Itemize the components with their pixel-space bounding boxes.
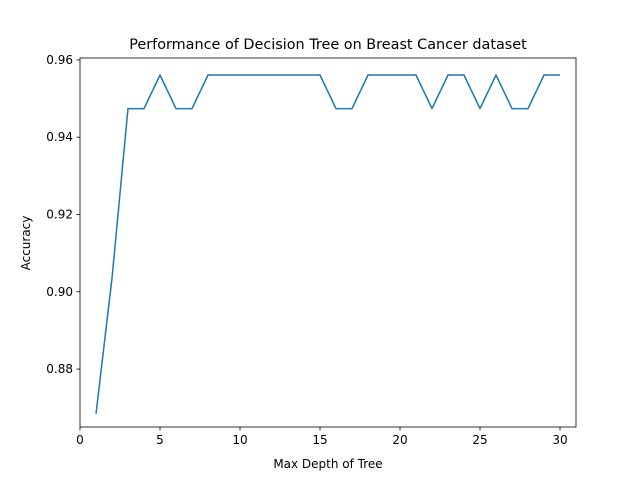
x-tick-label: 25 bbox=[472, 433, 487, 447]
y-tick-label: 0.94 bbox=[46, 130, 73, 144]
y-tick-label: 0.96 bbox=[46, 53, 73, 67]
x-tick-label: 10 bbox=[232, 433, 247, 447]
y-tick-label: 0.92 bbox=[46, 207, 73, 221]
plot-area: 0 5 10 15 20 25 30 0.88 0.90 0.92 0.94 0.96 bbox=[46, 53, 577, 447]
axes-frame bbox=[79, 57, 577, 428]
chart-title: Performance of Decision Tree on Breast C… bbox=[129, 37, 527, 53]
y-tick-label: 0.90 bbox=[46, 285, 73, 299]
x-axis-label: Max Depth of Tree bbox=[273, 457, 382, 471]
x-tick-label: 5 bbox=[156, 433, 164, 447]
x-tick-label: 15 bbox=[312, 433, 327, 447]
y-tick-label: 0.88 bbox=[46, 362, 73, 376]
series-line-0 bbox=[95, 74, 560, 414]
x-tick-label: 20 bbox=[392, 433, 407, 447]
x-tick-label: 30 bbox=[552, 433, 567, 447]
x-tick-label: 0 bbox=[76, 433, 84, 447]
y-axis-label: Accuracy bbox=[19, 216, 33, 271]
